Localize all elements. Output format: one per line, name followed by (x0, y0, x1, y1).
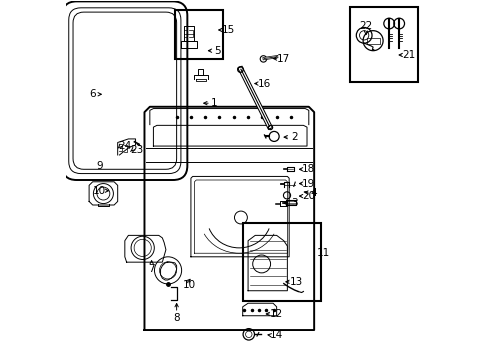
Text: 7: 7 (148, 264, 155, 274)
Text: 3: 3 (290, 198, 297, 208)
Text: 13: 13 (289, 277, 302, 287)
Text: 4: 4 (310, 188, 317, 198)
Text: 10: 10 (93, 186, 106, 196)
Text: 21: 21 (401, 50, 415, 60)
Text: 24: 24 (118, 141, 131, 151)
Text: 2: 2 (290, 132, 297, 142)
Text: 15: 15 (222, 25, 235, 35)
Text: 22: 22 (359, 21, 372, 31)
Text: 16: 16 (257, 78, 270, 89)
Text: 18: 18 (302, 164, 315, 174)
Text: 23: 23 (130, 145, 143, 155)
Text: 17: 17 (277, 54, 290, 64)
Text: 12: 12 (269, 309, 283, 319)
Text: 19: 19 (302, 179, 315, 189)
Text: 9: 9 (96, 161, 103, 171)
Text: 5: 5 (214, 46, 221, 56)
Bar (349, 7, 417, 82)
Text: 20: 20 (302, 191, 315, 201)
Bar (175, 10, 223, 59)
Text: 8: 8 (173, 312, 180, 323)
Text: 11: 11 (316, 248, 329, 258)
Bar (242, 223, 321, 301)
Text: 1: 1 (210, 98, 217, 108)
Text: 6: 6 (89, 89, 96, 99)
Text: 10: 10 (182, 280, 195, 291)
Text: 14: 14 (269, 330, 283, 341)
